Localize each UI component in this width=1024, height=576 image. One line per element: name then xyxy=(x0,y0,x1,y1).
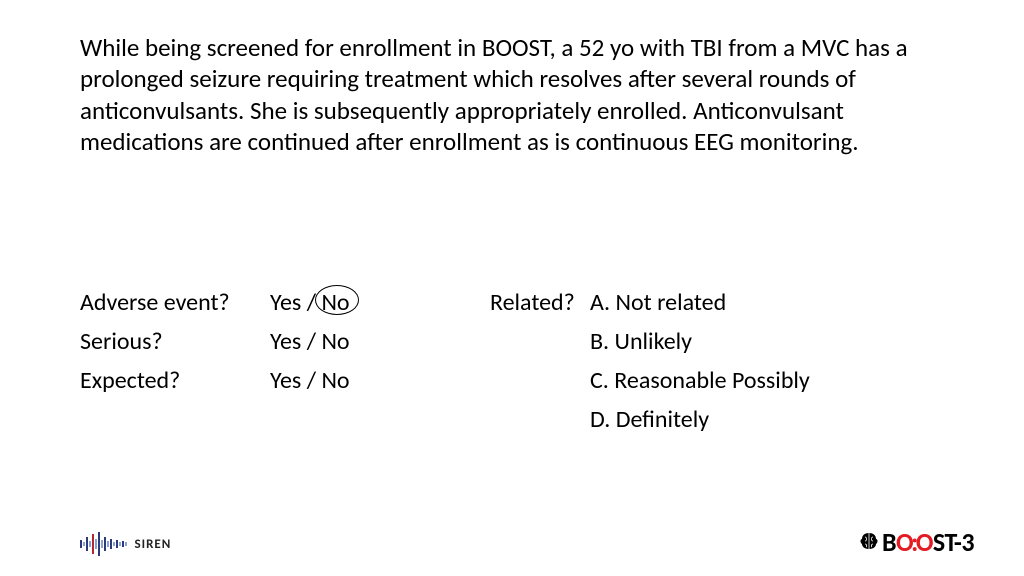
q3-label: Expected? xyxy=(80,366,270,395)
q2-slash: / xyxy=(301,327,321,356)
q1-label: Adverse event? xyxy=(80,288,270,317)
q1-slash: / xyxy=(301,288,321,317)
related-opt-a: A. Not related xyxy=(590,288,950,317)
related-opt-c: C. Reasonable Possibly xyxy=(590,366,950,395)
q1-yesno: Yes / No xyxy=(270,288,490,317)
q2-no: No xyxy=(321,327,349,356)
q3-slash: / xyxy=(301,366,321,395)
question-row-expected: Expected? Yes / No C. Reasonable Possibl… xyxy=(80,366,950,395)
boost-o1: O xyxy=(896,526,913,558)
q3-yesno: Yes / No xyxy=(270,366,490,395)
boost3-logo: BO:OST-3 xyxy=(858,526,974,558)
related-spacer-d xyxy=(490,405,590,434)
boost-dash: - xyxy=(954,526,961,558)
q1-no-text: No xyxy=(321,288,349,317)
question-block: Adverse event? Yes / No Related? A. Not … xyxy=(80,288,950,444)
q2-label: Serious? xyxy=(80,327,270,356)
footer: SIREN BO:OST-3 xyxy=(0,506,1024,576)
q1-no-circled: No xyxy=(321,288,349,317)
related-spacer-b xyxy=(490,327,590,356)
boost-o2: O xyxy=(916,526,933,558)
siren-logo: SIREN xyxy=(80,532,171,556)
question-row-opt-d: D. Definitely xyxy=(80,405,950,434)
brain-icon xyxy=(858,526,880,558)
boost-b: B xyxy=(882,526,896,558)
related-opt-b: B. Unlikely xyxy=(590,327,950,356)
related-label: Related? xyxy=(490,288,590,317)
q1-yes: Yes xyxy=(270,288,301,317)
q3-yes: Yes xyxy=(270,366,301,395)
slide-body-text: While being screened for enrollment in B… xyxy=(80,32,950,157)
related-opt-d: D. Definitely xyxy=(590,405,950,434)
boost-three: 3 xyxy=(961,526,974,558)
q2-yesno: Yes / No xyxy=(270,327,490,356)
question-row-adverse: Adverse event? Yes / No Related? A. Not … xyxy=(80,288,950,317)
q3-no: No xyxy=(321,366,349,395)
q2-yes: Yes xyxy=(270,327,301,356)
siren-text: SIREN xyxy=(135,537,172,552)
q4-empty-label xyxy=(80,405,270,434)
related-spacer-c xyxy=(490,366,590,395)
question-row-serious: Serious? Yes / No B. Unlikely xyxy=(80,327,950,356)
siren-bars-icon xyxy=(80,532,127,556)
q4-empty-yn xyxy=(270,405,490,434)
